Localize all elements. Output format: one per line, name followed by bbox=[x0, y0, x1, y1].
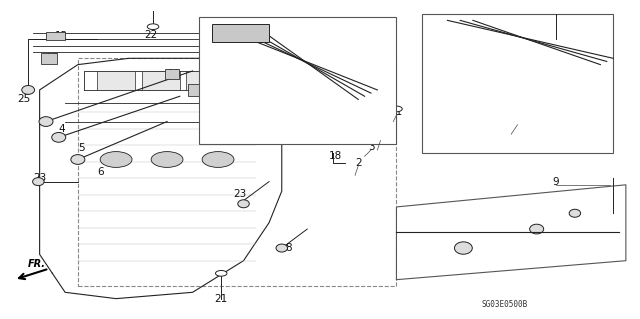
Text: 24: 24 bbox=[256, 85, 269, 95]
Circle shape bbox=[151, 152, 183, 167]
Text: 9: 9 bbox=[552, 177, 559, 187]
Text: SG03E0500B: SG03E0500B bbox=[482, 300, 528, 309]
Text: 22: 22 bbox=[145, 30, 158, 40]
Bar bbox=[97, 71, 135, 90]
Circle shape bbox=[391, 106, 402, 112]
Text: 17: 17 bbox=[45, 53, 59, 63]
Text: 10: 10 bbox=[193, 85, 205, 95]
Text: 3: 3 bbox=[367, 142, 374, 152]
Text: 19: 19 bbox=[527, 66, 540, 76]
Circle shape bbox=[147, 24, 159, 30]
Text: 21: 21 bbox=[214, 293, 228, 304]
Ellipse shape bbox=[569, 209, 580, 217]
Text: 8: 8 bbox=[285, 243, 291, 253]
Text: 22: 22 bbox=[517, 31, 531, 41]
Text: 6: 6 bbox=[97, 167, 104, 177]
Text: 25: 25 bbox=[17, 94, 30, 104]
Text: 1: 1 bbox=[377, 132, 384, 142]
Text: 18: 18 bbox=[330, 151, 342, 161]
Bar bbox=[41, 53, 57, 64]
Text: 4: 4 bbox=[59, 124, 65, 135]
Text: FR.: FR. bbox=[28, 259, 45, 269]
Text: 5: 5 bbox=[77, 144, 84, 153]
Bar bbox=[558, 58, 572, 71]
Text: 23: 23 bbox=[33, 174, 46, 183]
Ellipse shape bbox=[238, 200, 249, 208]
Circle shape bbox=[216, 271, 227, 276]
Bar bbox=[165, 69, 179, 79]
Text: 16: 16 bbox=[234, 47, 247, 57]
Ellipse shape bbox=[365, 123, 378, 132]
Ellipse shape bbox=[22, 85, 35, 94]
Ellipse shape bbox=[52, 132, 66, 142]
Text: 20: 20 bbox=[167, 69, 180, 79]
Bar bbox=[186, 71, 225, 90]
Text: 12: 12 bbox=[55, 31, 68, 41]
Ellipse shape bbox=[71, 155, 85, 164]
Text: 15: 15 bbox=[467, 249, 479, 259]
Ellipse shape bbox=[339, 123, 352, 132]
Bar bbox=[188, 84, 204, 96]
Text: 2: 2 bbox=[355, 158, 362, 168]
Circle shape bbox=[100, 152, 132, 167]
Bar bbox=[141, 71, 180, 90]
Text: 23: 23 bbox=[234, 189, 247, 199]
Bar bbox=[231, 71, 269, 90]
Circle shape bbox=[202, 152, 234, 167]
Ellipse shape bbox=[39, 117, 53, 126]
Circle shape bbox=[550, 36, 561, 42]
Bar bbox=[199, 17, 396, 144]
Ellipse shape bbox=[276, 244, 287, 252]
Bar bbox=[46, 32, 65, 40]
Text: 14: 14 bbox=[540, 235, 553, 245]
Text: 11: 11 bbox=[390, 107, 403, 117]
Text: 7: 7 bbox=[514, 116, 521, 127]
Ellipse shape bbox=[454, 242, 472, 254]
Bar bbox=[422, 14, 613, 153]
Ellipse shape bbox=[314, 123, 326, 132]
Bar bbox=[212, 24, 269, 42]
Ellipse shape bbox=[530, 224, 543, 234]
Polygon shape bbox=[396, 185, 626, 280]
Ellipse shape bbox=[33, 178, 44, 186]
Text: 13: 13 bbox=[552, 222, 566, 233]
